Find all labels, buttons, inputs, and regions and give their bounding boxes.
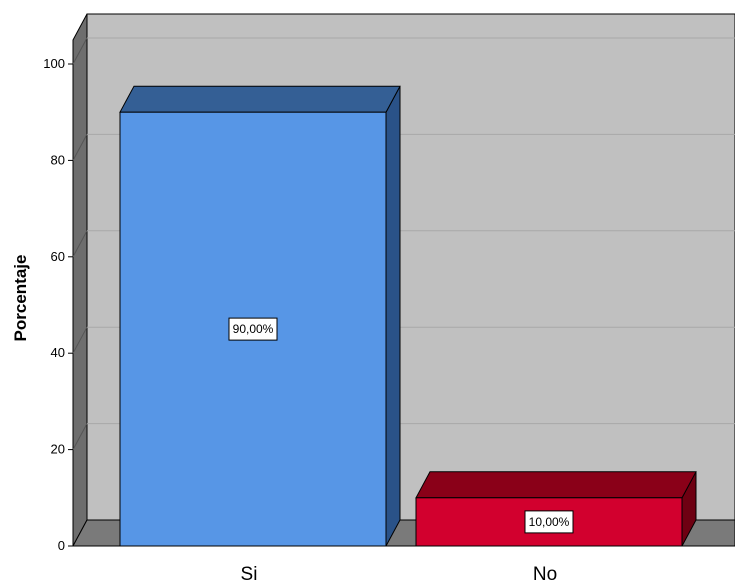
gridline-wall [72, 423, 88, 450]
bars: 90,00% 10,00% [119, 85, 697, 547]
y-tick-label: 100 [43, 56, 65, 71]
gridline-wall [72, 326, 88, 354]
y-tick-label: 60 [51, 249, 65, 264]
bar-side [385, 85, 401, 547]
y-axis-label: Porcentaje [11, 255, 30, 342]
bar-top [119, 85, 401, 113]
gridline-wall [72, 37, 88, 65]
bar-no: 10,00% [415, 471, 697, 547]
bar-top [415, 471, 697, 499]
x-tick-label: Si [241, 564, 258, 585]
y-tick-label: 40 [51, 345, 65, 360]
y-tick-label: 20 [51, 442, 65, 457]
data-label-box [228, 317, 278, 341]
gridline-wall [72, 230, 88, 258]
y-axis-ticks: 0 20 40 60 80 100 [43, 56, 73, 553]
x-tick-label: No [533, 564, 557, 585]
plot-left-wall [72, 13, 88, 547]
bar-si: 90,00% [119, 85, 401, 547]
y-tick-label: 0 [58, 538, 65, 553]
y-tick-label: 80 [51, 152, 65, 167]
data-label-box [524, 510, 574, 534]
gridline-wall [72, 134, 88, 161]
data-label: 10,00% [529, 515, 570, 529]
data-label: 90,00% [233, 322, 274, 336]
x-axis-ticks: Si No [241, 564, 558, 585]
